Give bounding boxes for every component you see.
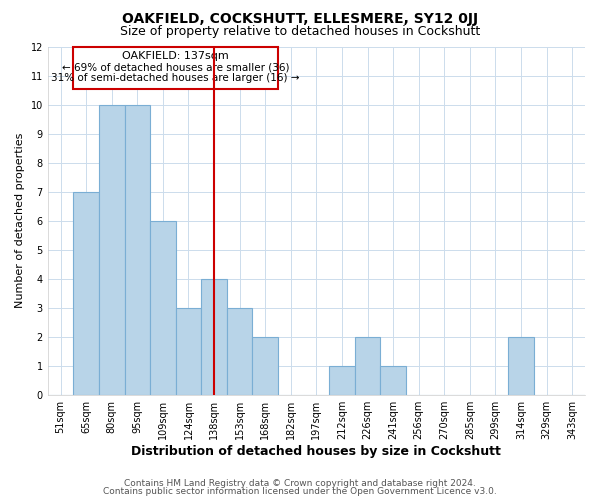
X-axis label: Distribution of detached houses by size in Cockshutt: Distribution of detached houses by size …	[131, 444, 502, 458]
FancyBboxPatch shape	[73, 46, 278, 88]
Bar	[150, 220, 176, 394]
Y-axis label: Number of detached properties: Number of detached properties	[15, 133, 25, 308]
Text: OAKFIELD: 137sqm: OAKFIELD: 137sqm	[122, 51, 229, 61]
Text: Contains public sector information licensed under the Open Government Licence v3: Contains public sector information licen…	[103, 487, 497, 496]
Text: OAKFIELD, COCKSHUTT, ELLESMERE, SY12 0JJ: OAKFIELD, COCKSHUTT, ELLESMERE, SY12 0JJ	[122, 12, 478, 26]
Bar	[253, 336, 278, 394]
Bar	[125, 104, 150, 395]
Bar	[99, 104, 125, 395]
Text: Size of property relative to detached houses in Cockshutt: Size of property relative to detached ho…	[120, 25, 480, 38]
Bar	[508, 336, 534, 394]
Bar	[201, 278, 227, 394]
Bar	[73, 192, 99, 394]
Bar	[355, 336, 380, 394]
Bar	[329, 366, 355, 394]
Text: Contains HM Land Registry data © Crown copyright and database right 2024.: Contains HM Land Registry data © Crown c…	[124, 478, 476, 488]
Bar	[380, 366, 406, 394]
Bar	[176, 308, 201, 394]
Text: 31% of semi-detached houses are larger (16) →: 31% of semi-detached houses are larger (…	[52, 73, 300, 83]
Text: ← 69% of detached houses are smaller (36): ← 69% of detached houses are smaller (36…	[62, 62, 289, 72]
Bar	[227, 308, 253, 394]
